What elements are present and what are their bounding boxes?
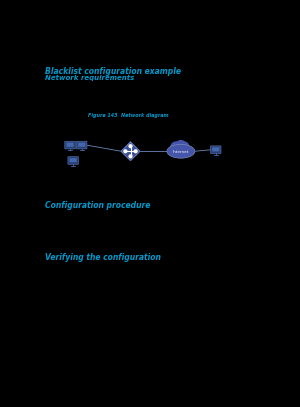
Text: Network requirements: Network requirements: [45, 75, 134, 81]
Circle shape: [129, 145, 132, 148]
Text: Configuration procedure: Configuration procedure: [45, 201, 151, 210]
FancyBboxPatch shape: [70, 158, 77, 162]
Circle shape: [134, 150, 137, 153]
Polygon shape: [121, 142, 140, 160]
Circle shape: [171, 142, 181, 152]
Text: Blacklist configuration example: Blacklist configuration example: [45, 67, 181, 76]
Text: Figure 143  Network diagram: Figure 143 Network diagram: [88, 113, 169, 118]
FancyBboxPatch shape: [76, 141, 87, 149]
FancyBboxPatch shape: [65, 141, 75, 149]
Ellipse shape: [167, 144, 195, 158]
Text: Internet: Internet: [173, 150, 189, 154]
Text: Verifying the configuration: Verifying the configuration: [45, 253, 161, 262]
Circle shape: [180, 142, 189, 151]
FancyBboxPatch shape: [212, 147, 219, 151]
FancyBboxPatch shape: [67, 143, 73, 147]
FancyBboxPatch shape: [211, 146, 221, 153]
Circle shape: [176, 141, 186, 151]
FancyBboxPatch shape: [78, 143, 85, 147]
Circle shape: [124, 150, 127, 153]
FancyBboxPatch shape: [68, 157, 78, 164]
Circle shape: [129, 155, 132, 158]
